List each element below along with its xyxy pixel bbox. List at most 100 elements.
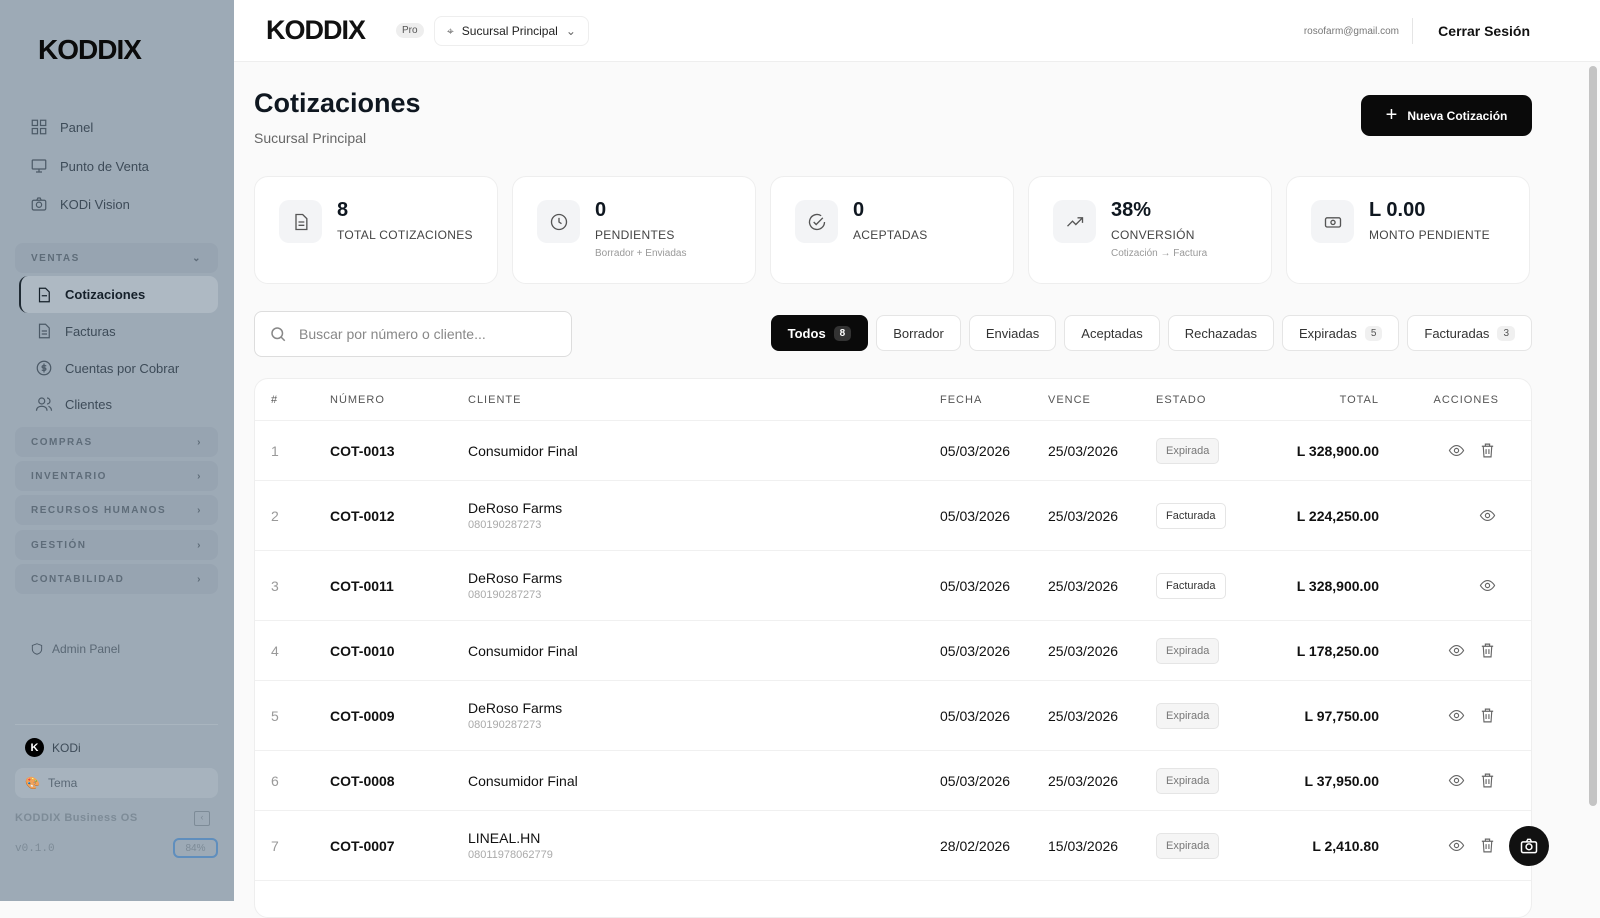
search-box[interactable] [254, 311, 572, 357]
due-date: 25/03/2026 [1048, 707, 1119, 724]
client-name: Consumidor Final [468, 442, 578, 459]
due-date: 25/03/2026 [1048, 772, 1119, 789]
status-badge: Expirada [1156, 702, 1220, 729]
date: 05/03/2026 [940, 642, 1011, 659]
section-inventario[interactable]: INVENTARIO › [15, 461, 218, 491]
eye-icon[interactable] [1448, 707, 1465, 724]
section-recursos-humanos[interactable]: RECURSOS HUMANOS › [15, 495, 218, 525]
screenshot-button[interactable] [1509, 826, 1549, 866]
filter-count: 5 [1364, 325, 1383, 341]
client-cell: DeRoso Farms 080190287273 [468, 700, 940, 731]
section-compras[interactable]: COMPRAS › [15, 427, 218, 457]
divider [15, 724, 218, 725]
section-ventas[interactable]: VENTAS ⌄ [15, 243, 218, 273]
filter-tab-expiradas[interactable]: Expiradas 5 [1282, 315, 1400, 351]
scrollbar[interactable] [1589, 66, 1597, 806]
new-quote-button[interactable]: + Nueva Cotización [1361, 95, 1532, 136]
table-row[interactable]: 5 COT-0009 DeRoso Farms 080190287273 05/0… [255, 681, 1531, 751]
trash-icon[interactable] [1479, 772, 1496, 789]
quote-number[interactable]: COT-0007 [330, 837, 395, 854]
plan-badge: Pro [396, 23, 424, 38]
quote-number[interactable]: COT-0011 [330, 577, 394, 594]
section-gestion[interactable]: GESTIÓN › [15, 530, 218, 560]
column-header: NÚMERO [330, 393, 385, 406]
stat-label: TOTAL COTIZACIONES [337, 228, 473, 242]
table-row[interactable]: 4 COT-0010 Consumidor Final 05/03/2026 2… [255, 621, 1531, 681]
row-number: 2 [271, 507, 279, 524]
theme-button[interactable]: 🎨 Tema [15, 768, 218, 798]
date: 05/03/2026 [940, 772, 1011, 789]
eye-icon[interactable] [1448, 837, 1465, 854]
section-label: GESTIÓN [31, 539, 87, 551]
stat-hint: Borrador + Enviadas [595, 248, 687, 259]
sidebar-item-clientes[interactable]: Clientes [35, 395, 112, 413]
quote-number[interactable]: COT-0013 [330, 442, 395, 459]
logout-button[interactable]: Cerrar Sesión [1438, 23, 1530, 39]
collapse-sidebar-icon[interactable]: ‹ [194, 811, 210, 826]
status-badge: Expirada [1156, 437, 1220, 464]
eye-icon[interactable] [1479, 577, 1496, 594]
stat-label: ACEPTADAS [853, 228, 928, 242]
chevron-right-icon: › [197, 539, 202, 551]
trash-icon[interactable] [1479, 837, 1496, 854]
filter-tab-borrador[interactable]: Borrador [876, 315, 961, 351]
sidebar-item-punto-de-venta[interactable]: Punto de Venta [30, 157, 149, 175]
sidebar-item-label: Panel [60, 119, 94, 135]
quote-number[interactable]: COT-0009 [330, 707, 395, 724]
theme-label: Tema [47, 776, 78, 790]
search-input[interactable] [299, 326, 549, 342]
filter-tab-enviadas[interactable]: Enviadas [968, 315, 1057, 351]
filter-count: 3 [1497, 325, 1515, 341]
chevron-right-icon: › [197, 504, 202, 516]
trash-icon[interactable] [1479, 707, 1496, 724]
quote-number[interactable]: COT-0010 [330, 642, 395, 659]
table-row[interactable]: 2 COT-0012 DeRoso Farms 080190287273 05/0… [255, 481, 1531, 551]
stat-label: CONVERSIÓN [1111, 228, 1195, 242]
trash-icon[interactable] [1479, 642, 1496, 659]
table-row[interactable]: 7 COT-0007 LINEAL.HN 08011978062779 28/02… [255, 811, 1531, 881]
table-row[interactable]: 3 COT-0011 DeRoso Farms 080190287273 05/0… [255, 551, 1531, 621]
sidebar-item-cotizaciones[interactable]: Cotizaciones [19, 276, 218, 313]
filter-tab-todos[interactable]: Todos 8 [770, 315, 869, 351]
sidebar-item-kodi-vision[interactable]: KODi Vision [30, 195, 130, 213]
quote-number[interactable]: COT-0008 [330, 772, 395, 789]
branch-label: Sucursal Principal [461, 24, 558, 38]
zoom-indicator[interactable]: 84% [173, 838, 218, 858]
quote-number[interactable]: COT-0012 [330, 507, 395, 524]
table-row[interactable]: 1 COT-0013 Consumidor Final 05/03/2026 2… [255, 421, 1531, 481]
status-filters: Todos 8 Borrador Enviadas Aceptadas Rechazada… [770, 315, 1532, 351]
stat-value: 0 [595, 199, 607, 221]
chevron-right-icon: › [197, 436, 202, 448]
branch-selector[interactable]: ⌖ Sucursal Principal ⌄ [434, 16, 589, 46]
page-title: Cotizaciones [254, 88, 421, 118]
eye-icon[interactable] [1448, 642, 1465, 659]
client-cell: Consumidor Final [468, 773, 940, 789]
client-cell: DeRoso Farms 080190287273 [468, 500, 940, 531]
sidebar-item-facturas[interactable]: Facturas [35, 322, 116, 340]
section-contabilidad[interactable]: CONTABILIDAD › [15, 564, 218, 594]
trash-icon[interactable] [1479, 442, 1496, 459]
stat-icon-box [279, 200, 322, 243]
stat-icon-box [1311, 200, 1354, 243]
client-cell: Consumidor Final [468, 443, 940, 459]
chevron-down-icon: ⌄ [192, 252, 202, 264]
column-header: ESTADO [1156, 393, 1207, 406]
sidebar-item-label: Cuentas por Cobrar [65, 360, 180, 376]
eye-icon[interactable] [1448, 772, 1465, 789]
filter-tab-aceptadas[interactable]: Aceptadas [1064, 315, 1160, 351]
stat-card: 0 PENDIENTES Borrador + Enviadas [512, 176, 756, 284]
admin-panel-link[interactable]: Admin Panel [30, 642, 120, 656]
user-profile[interactable]: K KODi [25, 738, 81, 757]
filter-tab-facturadas[interactable]: Facturadas 3 [1407, 315, 1532, 351]
sidebar-item-panel[interactable]: Panel [30, 118, 93, 136]
sidebar-item-cuentas-por-cobrar[interactable]: Cuentas por Cobrar [35, 359, 179, 377]
table-row[interactable]: 6 COT-0008 Consumidor Final 05/03/2026 2… [255, 751, 1531, 811]
eye-icon[interactable] [1448, 442, 1465, 459]
status-cell: Expirada [1156, 437, 1276, 464]
client-name: DeRoso Farms [468, 500, 563, 516]
map-pin-icon: ⌖ [447, 23, 454, 38]
client-rtn: 080190287273 [468, 719, 542, 731]
eye-icon[interactable] [1479, 507, 1496, 524]
filter-tab-rechazadas[interactable]: Rechazadas [1167, 315, 1275, 351]
client-name: LINEAL.HN [468, 830, 541, 846]
